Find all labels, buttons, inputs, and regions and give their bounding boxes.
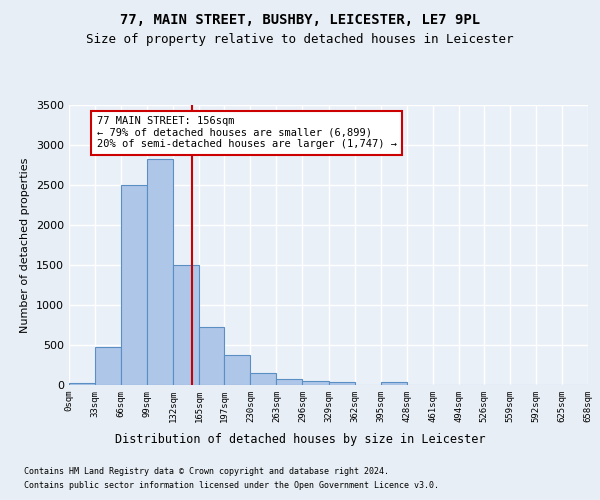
Bar <box>380 382 407 385</box>
Text: Size of property relative to detached houses in Leicester: Size of property relative to detached ho… <box>86 32 514 46</box>
Bar <box>277 379 302 385</box>
Bar <box>250 373 277 385</box>
Bar <box>224 354 250 385</box>
Text: Distribution of detached houses by size in Leicester: Distribution of detached houses by size … <box>115 432 485 446</box>
Bar <box>199 326 224 385</box>
Y-axis label: Number of detached properties: Number of detached properties <box>20 158 31 332</box>
Text: Contains HM Land Registry data © Crown copyright and database right 2024.: Contains HM Land Registry data © Crown c… <box>24 468 389 476</box>
Bar <box>302 380 329 385</box>
Text: Contains public sector information licensed under the Open Government Licence v3: Contains public sector information licen… <box>24 481 439 490</box>
Bar <box>173 265 199 385</box>
Bar <box>147 160 173 385</box>
Bar <box>121 185 147 385</box>
Bar <box>95 348 121 385</box>
Text: 77 MAIN STREET: 156sqm
← 79% of detached houses are smaller (6,899)
20% of semi-: 77 MAIN STREET: 156sqm ← 79% of detached… <box>97 116 397 150</box>
Text: 77, MAIN STREET, BUSHBY, LEICESTER, LE7 9PL: 77, MAIN STREET, BUSHBY, LEICESTER, LE7 … <box>120 12 480 26</box>
Bar <box>329 382 355 385</box>
Bar <box>69 384 95 385</box>
